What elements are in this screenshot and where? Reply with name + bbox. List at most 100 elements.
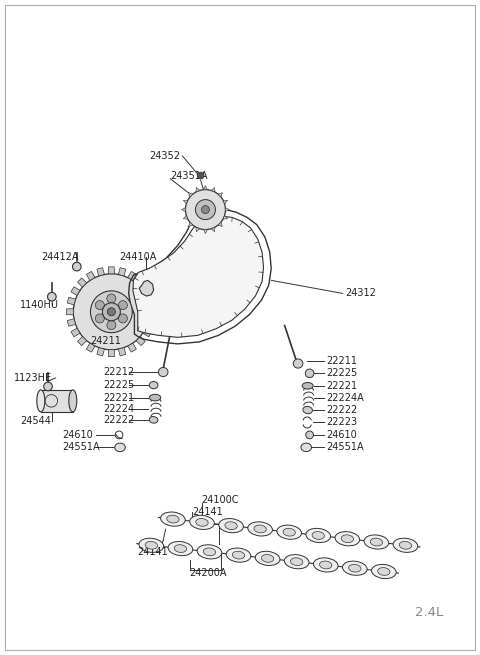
Text: 24200A: 24200A [190, 568, 227, 578]
Polygon shape [223, 215, 228, 219]
Ellipse shape [348, 565, 361, 572]
Polygon shape [97, 348, 105, 356]
Text: 22221: 22221 [326, 381, 358, 391]
Ellipse shape [341, 535, 353, 542]
Ellipse shape [283, 529, 295, 536]
Text: 22223: 22223 [326, 417, 358, 428]
Ellipse shape [37, 390, 45, 412]
Ellipse shape [364, 535, 389, 549]
Polygon shape [189, 222, 193, 227]
Circle shape [185, 189, 226, 230]
Ellipse shape [149, 381, 158, 389]
Polygon shape [86, 343, 95, 352]
Text: 22225: 22225 [103, 380, 134, 390]
Circle shape [306, 431, 313, 439]
Polygon shape [133, 216, 264, 337]
Circle shape [96, 314, 104, 323]
Polygon shape [181, 208, 186, 212]
Polygon shape [218, 193, 222, 197]
Ellipse shape [277, 525, 301, 539]
Polygon shape [223, 200, 228, 204]
Circle shape [90, 291, 132, 333]
Text: 24351A: 24351A [170, 170, 208, 181]
Polygon shape [211, 187, 215, 192]
Ellipse shape [254, 525, 266, 533]
Ellipse shape [393, 538, 418, 552]
Ellipse shape [174, 545, 187, 552]
Ellipse shape [342, 561, 367, 575]
Circle shape [108, 308, 115, 316]
Polygon shape [86, 271, 95, 280]
Ellipse shape [313, 558, 338, 572]
Text: 1123HE: 1123HE [14, 373, 52, 383]
Text: 22224: 22224 [103, 403, 134, 414]
Ellipse shape [149, 417, 158, 423]
Ellipse shape [335, 532, 360, 546]
Ellipse shape [372, 565, 396, 578]
Text: 2.4L: 2.4L [416, 606, 444, 619]
Text: 24141: 24141 [137, 547, 168, 557]
Ellipse shape [149, 394, 161, 401]
Text: 24410A: 24410A [119, 252, 156, 262]
Ellipse shape [262, 555, 274, 562]
Polygon shape [183, 200, 188, 204]
Ellipse shape [399, 542, 412, 549]
Circle shape [202, 206, 209, 214]
Ellipse shape [204, 548, 216, 555]
Circle shape [119, 301, 127, 310]
Ellipse shape [190, 515, 215, 529]
Ellipse shape [139, 538, 164, 552]
Ellipse shape [290, 558, 303, 565]
Ellipse shape [196, 519, 208, 526]
Ellipse shape [378, 568, 390, 575]
Polygon shape [78, 278, 87, 287]
Ellipse shape [226, 548, 251, 562]
Text: 1140HU: 1140HU [20, 299, 59, 310]
Ellipse shape [69, 390, 77, 412]
Ellipse shape [158, 367, 168, 377]
Text: 24141: 24141 [192, 507, 223, 517]
Polygon shape [218, 222, 222, 227]
Ellipse shape [248, 522, 273, 536]
Text: 24544: 24544 [20, 416, 51, 426]
Ellipse shape [167, 515, 179, 523]
Circle shape [48, 292, 56, 301]
Ellipse shape [306, 529, 331, 542]
Bar [41, 390, 73, 412]
Ellipse shape [303, 406, 312, 414]
Circle shape [195, 200, 216, 219]
Text: 22225: 22225 [326, 368, 358, 379]
Text: 24610: 24610 [326, 430, 357, 440]
Ellipse shape [197, 545, 222, 559]
Text: 22224A: 22224A [326, 392, 364, 403]
Polygon shape [128, 343, 136, 352]
Text: 22222: 22222 [326, 405, 358, 415]
Text: 24211: 24211 [90, 335, 121, 346]
Circle shape [119, 314, 127, 323]
Ellipse shape [284, 555, 309, 569]
Ellipse shape [232, 552, 245, 559]
Ellipse shape [145, 542, 157, 549]
Ellipse shape [219, 519, 243, 533]
Polygon shape [204, 229, 207, 234]
Polygon shape [136, 278, 145, 287]
Text: 24352: 24352 [149, 151, 180, 161]
Circle shape [73, 274, 149, 350]
Polygon shape [147, 319, 156, 326]
Polygon shape [196, 227, 200, 232]
Text: 24312: 24312 [346, 288, 376, 299]
Polygon shape [128, 271, 136, 280]
Polygon shape [189, 193, 193, 197]
Polygon shape [67, 297, 75, 305]
Polygon shape [67, 319, 75, 326]
Circle shape [72, 262, 81, 271]
Text: 24551A: 24551A [62, 442, 100, 453]
Polygon shape [108, 267, 114, 274]
Polygon shape [143, 287, 152, 295]
Polygon shape [108, 350, 114, 357]
Ellipse shape [225, 522, 237, 529]
Ellipse shape [168, 542, 193, 555]
Circle shape [107, 294, 116, 303]
Circle shape [107, 320, 116, 329]
Circle shape [305, 369, 314, 378]
